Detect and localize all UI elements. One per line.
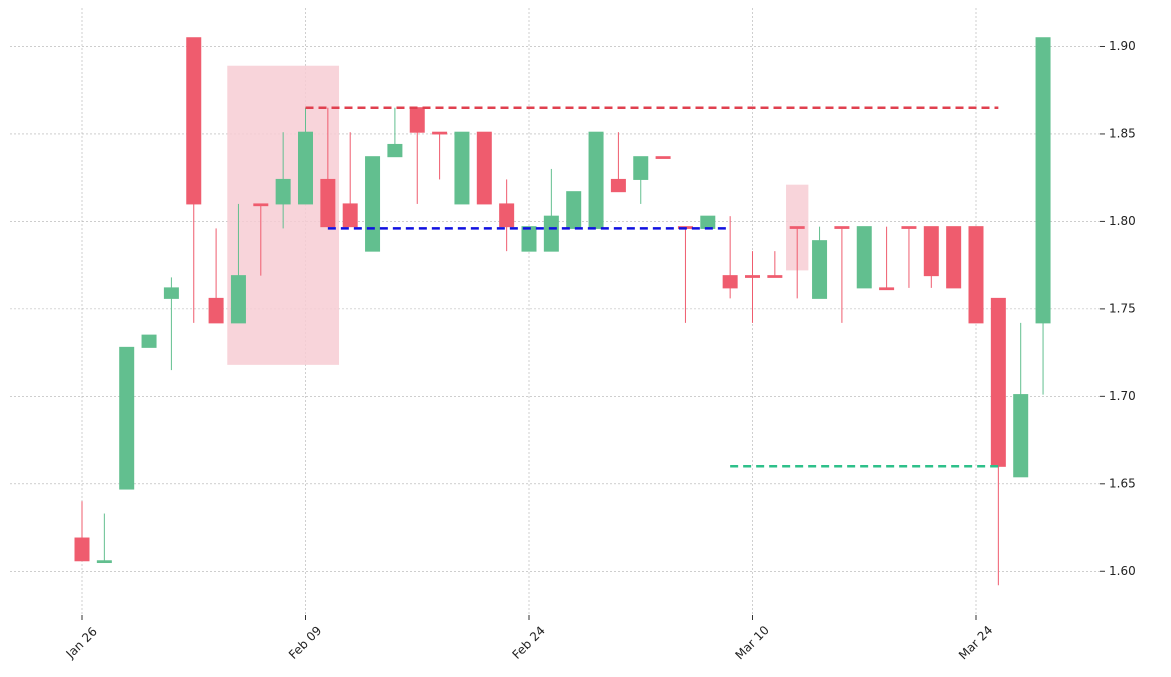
candle-body [454, 131, 470, 205]
candle-body [655, 156, 671, 159]
candle-body [96, 560, 112, 564]
x-tick-label: Feb 09 [286, 623, 324, 661]
y-tick-label: 1.90 [1109, 39, 1136, 53]
candle-body [812, 240, 828, 299]
y-tick-label: 1.80 [1109, 214, 1136, 228]
candle-body [186, 37, 202, 205]
candle-body [610, 178, 626, 193]
candle-body [633, 156, 649, 180]
candle-body [1035, 37, 1051, 324]
candle-body [432, 131, 448, 135]
candle-body [387, 143, 403, 158]
candle-body [298, 131, 313, 205]
candle-body [119, 346, 135, 490]
candle-body [409, 107, 425, 133]
y-tick-label: 1.75 [1109, 301, 1136, 315]
candle-body [789, 226, 805, 229]
y-tick-label: 1.65 [1109, 476, 1136, 490]
x-tick-label: Mar 24 [956, 623, 995, 662]
candle-body [365, 156, 381, 252]
candle-body [968, 226, 984, 324]
candle-body [588, 131, 604, 229]
candle-body [521, 226, 537, 252]
candle-body [163, 287, 179, 299]
candle-body [342, 203, 358, 228]
candle-body [543, 215, 559, 252]
candle-body [834, 226, 850, 229]
candle-body [141, 334, 157, 348]
candle-body [946, 226, 962, 289]
y-tick-label: 1.70 [1109, 389, 1136, 403]
y-tick-label: 1.60 [1109, 564, 1136, 578]
x-tick-label: Jan 26 [63, 624, 100, 661]
candle-body [499, 203, 515, 228]
candle-body [923, 226, 939, 277]
candle-body [700, 215, 716, 229]
candle-body [879, 287, 895, 291]
candle-body [901, 226, 917, 229]
x-tick-label: Feb 24 [509, 623, 547, 661]
candle-body [208, 297, 224, 324]
candle-body [230, 275, 246, 324]
candle-body [566, 191, 582, 229]
candle-body [767, 275, 783, 278]
y-tick-label: 1.85 [1109, 126, 1136, 140]
candle-body [745, 275, 760, 278]
candle-body [320, 178, 336, 228]
candle-body [990, 297, 1006, 467]
candle-body [74, 537, 90, 562]
candle-body [722, 275, 738, 289]
candle-body [1013, 394, 1029, 478]
candle-body [253, 203, 269, 207]
candle-body [476, 131, 492, 205]
candle-body [275, 178, 291, 205]
x-tick-label: Mar 10 [732, 623, 771, 662]
candle-body [856, 226, 872, 289]
